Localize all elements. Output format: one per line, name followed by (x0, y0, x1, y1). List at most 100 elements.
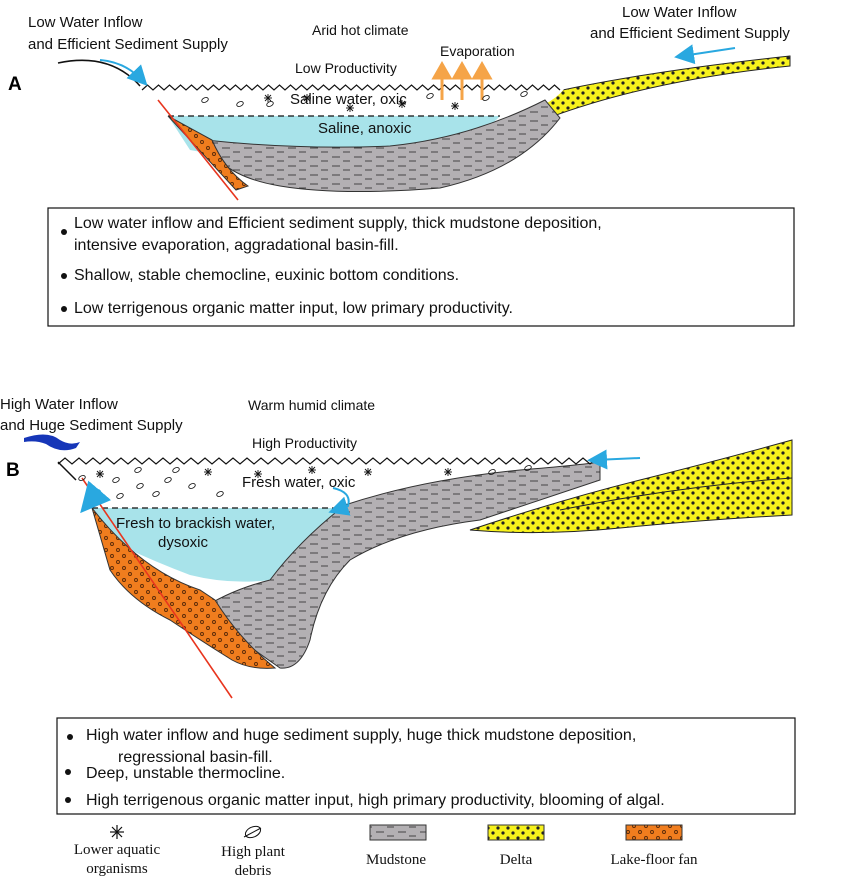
panel-a-text-box (47, 207, 795, 327)
panel-a: A Low Water Inflow and Efficient Sedimen… (8, 4, 795, 327)
plant-debris-icon (164, 477, 172, 483)
panel-a-productivity: Low Productivity (295, 60, 397, 76)
legend-label-line1: Lower aquatic (74, 842, 161, 858)
star-icon (398, 100, 406, 108)
delta-swatch-icon (487, 824, 545, 841)
panel-b-right-circulation-arrow (328, 487, 351, 516)
panel-b-dysoxic-water-line1: Fresh to brackish water, (116, 515, 275, 532)
panel-b-mudstone (199, 461, 601, 669)
plant-debris-icon (136, 483, 144, 489)
panel-a-delta (539, 55, 791, 119)
panel-a-right-inflow-line1: Low Water Inflow (622, 4, 737, 21)
panel-b-delta (469, 439, 793, 534)
plant-debris-icon (78, 475, 86, 481)
panel-a-right-inflow-arrow (674, 44, 736, 65)
panel-b-bullet-3: High terrigenous organic matter input, h… (86, 792, 665, 809)
panel-a-left-inflow-arrow (99, 59, 148, 86)
panel-b-letter: B (6, 460, 20, 481)
star-icon (451, 102, 459, 110)
panel-a-lake-floor-fan (167, 115, 250, 191)
panel-b-dysoxic-water (92, 508, 345, 582)
panel-a-mudstone (204, 99, 561, 193)
panel-b-text-box (56, 717, 796, 815)
panel-b-organisms (78, 465, 532, 499)
star-icon (96, 470, 104, 478)
plant-debris-icon (243, 825, 262, 839)
panel-a-anoxic-water-label: Saline, anoxic (318, 120, 412, 137)
plant-debris-icon (488, 469, 496, 475)
plant-debris-icon (188, 483, 196, 489)
legend-item-lake-floor-fan: Lake-floor fan (610, 824, 698, 868)
panel-b-productivity: High Productivity (252, 435, 357, 451)
plant-debris-icon (172, 467, 180, 473)
star-icon (364, 468, 372, 476)
legend-label-line2: organisms (86, 861, 148, 877)
star-icon (444, 468, 452, 476)
panel-b-left-inflow-line2: and Huge Sediment Supply (0, 417, 183, 434)
panel-a-left-inflow-line1: Low Water Inflow (28, 14, 143, 31)
star-icon (308, 466, 316, 474)
panel-a-upper-water-label: Saline water, oxic (290, 91, 407, 108)
legend-label-line1: High plant (221, 844, 286, 860)
star-icon (110, 825, 124, 839)
panel-b-water-surface (57, 457, 605, 465)
panel-b-left-inflow-line1: High Water Inflow (0, 396, 118, 413)
panel-a-bullet-1-line1: Low water inflow and Efficient sediment … (74, 215, 602, 232)
plant-debris-icon (112, 477, 120, 483)
star-icon (204, 468, 212, 476)
panel-a-climate: Arid hot climate (312, 22, 409, 38)
panel-a-upper-water (142, 88, 565, 118)
panel-b-bullet-2: Deep, unstable thermocline. (86, 765, 285, 782)
legend-label: Mudstone (366, 852, 426, 868)
panel-a-right-inflow-line2: and Efficient Sediment Supply (590, 25, 790, 42)
panel-a-evaporation: Evaporation (440, 43, 515, 59)
mudstone-swatch-icon (369, 824, 427, 841)
panel-b-delta-inflow-arrow (587, 449, 641, 470)
panel-a-left-shore (57, 59, 141, 87)
panel-a-water-surface (141, 84, 561, 91)
panel-a-organisms (201, 91, 528, 112)
plant-debris-icon (134, 467, 142, 473)
plant-debris-icon (152, 491, 160, 497)
star-icon (254, 470, 262, 478)
star-icon (264, 94, 272, 102)
plant-debris-icon (216, 491, 224, 497)
legend-item-high-plant-debris: High plant debris (221, 825, 286, 879)
plant-debris-icon (236, 101, 244, 107)
plant-debris-icon (201, 97, 209, 103)
panel-b-bullet-1-line1: High water inflow and huge sediment supp… (86, 727, 636, 744)
plant-debris-icon (116, 493, 124, 499)
panel-a-left-inflow-line2: and Efficient Sediment Supply (28, 36, 228, 53)
legend-label: Lake-floor fan (610, 852, 698, 868)
panel-a-bullet-2: Shallow, stable chemocline, euxinic bott… (74, 267, 459, 284)
plant-debris-icon (524, 465, 532, 471)
legend: Lower aquatic organisms High plant debri… (74, 824, 698, 879)
plant-debris-icon (482, 95, 490, 101)
legend-label-line2: debris (235, 863, 272, 879)
panel-b-left-circulation-arrow (80, 480, 112, 514)
panel-a-fault (157, 99, 239, 201)
legend-label: Delta (500, 852, 533, 868)
panel-b-dysoxic-water-line2: dysoxic (158, 534, 209, 551)
lake-fan-swatch-icon (625, 824, 683, 841)
panel-b-fault (81, 477, 233, 699)
legend-item-lower-aquatic-organisms: Lower aquatic organisms (74, 825, 161, 877)
panel-a-bullet-3: Low terrigenous organic matter input, lo… (74, 300, 513, 317)
panel-b-bullet-1-line2: regressional basin-fill. (118, 749, 273, 766)
panel-a-letter: A (8, 74, 22, 95)
panel-b-lake-floor-fan (91, 507, 277, 669)
panel-b-inflow-arrow (24, 434, 80, 451)
panel-b: B High Water Inflow and Huge Sediment Su… (0, 396, 796, 815)
plant-debris-icon (426, 93, 434, 99)
panel-b-left-shore (57, 461, 77, 481)
panel-a-evaporation-arrows (431, 60, 493, 100)
panel-b-climate: Warm humid climate (248, 397, 375, 413)
legend-item-delta: Delta (487, 824, 545, 868)
star-icon (346, 104, 354, 112)
plant-debris-icon (266, 101, 274, 107)
star-icon (303, 94, 311, 102)
panel-a-bullet-1-line2: intensive evaporation, aggradational bas… (74, 237, 399, 254)
panel-b-upper-water-label: Fresh water, oxic (242, 474, 356, 491)
legend-item-mudstone: Mudstone (366, 824, 427, 868)
